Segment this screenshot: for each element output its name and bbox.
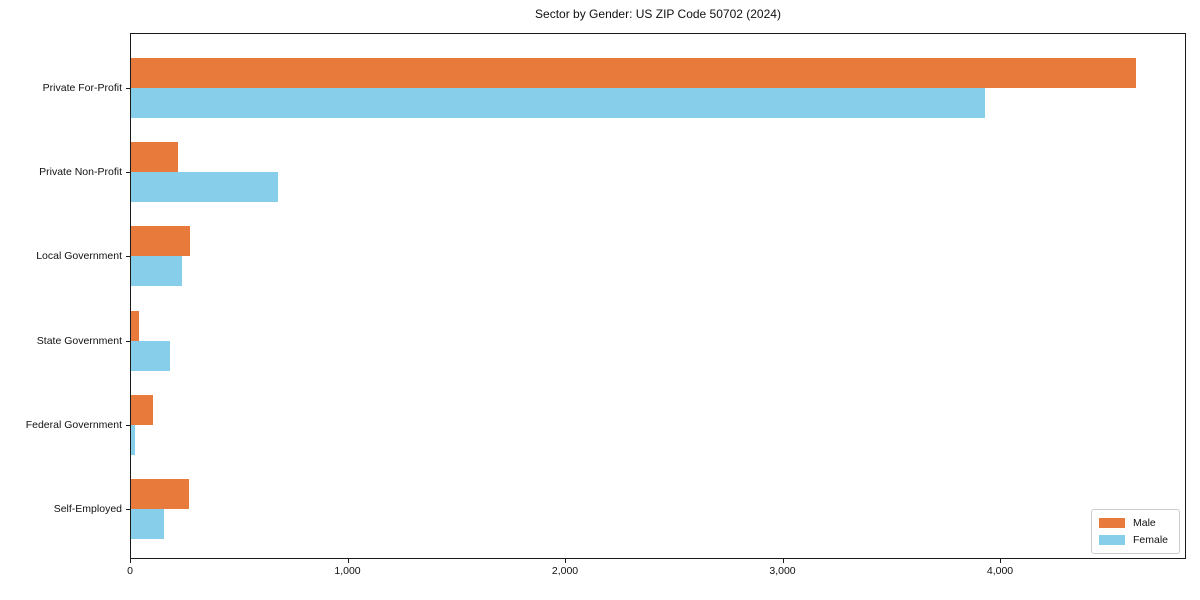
y-tick-label: State Government <box>36 334 122 347</box>
x-tick-mark <box>347 559 349 563</box>
legend-label-female: Female <box>1133 534 1169 547</box>
bar-female-6 <box>131 509 164 539</box>
bar-male-6 <box>131 479 189 509</box>
y-tick-label: Self-Employed <box>53 503 122 515</box>
legend-label-male: Male <box>1133 516 1156 529</box>
y-tick-label: Private For-Profit <box>42 82 122 94</box>
y-tick-label: Local Government <box>36 250 122 263</box>
bar-male-2 <box>131 142 178 173</box>
x-tick-mark <box>130 559 131 563</box>
bar-female-1 <box>131 88 985 118</box>
legend-row-female: Female <box>1099 534 1172 546</box>
legend-row-male: Male <box>1099 517 1172 529</box>
bar-male-3 <box>131 226 190 257</box>
y-tick-mark <box>126 509 130 510</box>
bar-female-3 <box>131 256 183 287</box>
x-tick-label: 0 <box>127 565 133 577</box>
bar-male-5 <box>131 394 153 425</box>
legend: Male Female <box>1091 509 1180 554</box>
legend-swatch-male <box>1099 517 1125 528</box>
x-tick-label: 4,000 <box>986 565 1014 577</box>
x-tick-mark <box>1000 559 1001 563</box>
y-tick-mark <box>126 340 130 342</box>
x-tick-mark <box>782 559 784 563</box>
bar-male-4 <box>131 310 139 341</box>
x-tick-mark <box>565 559 566 563</box>
x-tick-label: 3,000 <box>769 565 796 577</box>
y-tick-mark <box>126 256 130 258</box>
bar-female-5 <box>131 424 136 455</box>
y-tick-label: Private Non-Profit <box>39 166 122 179</box>
y-tick-mark <box>126 88 130 89</box>
y-tick-mark <box>126 424 130 426</box>
y-tick-mark <box>126 172 130 174</box>
x-tick-label: 2,000 <box>551 565 579 577</box>
chart-title: Sector by Gender: US ZIP Code 50702 (202… <box>535 7 781 21</box>
x-tick-label: 1,000 <box>334 565 361 577</box>
bar-female-4 <box>131 340 171 371</box>
bar-female-2 <box>131 172 278 203</box>
plot-area <box>130 33 1186 559</box>
legend-swatch-female <box>1099 535 1125 546</box>
bar-male-1 <box>131 58 1136 88</box>
y-tick-label: Federal Government <box>25 418 122 431</box>
